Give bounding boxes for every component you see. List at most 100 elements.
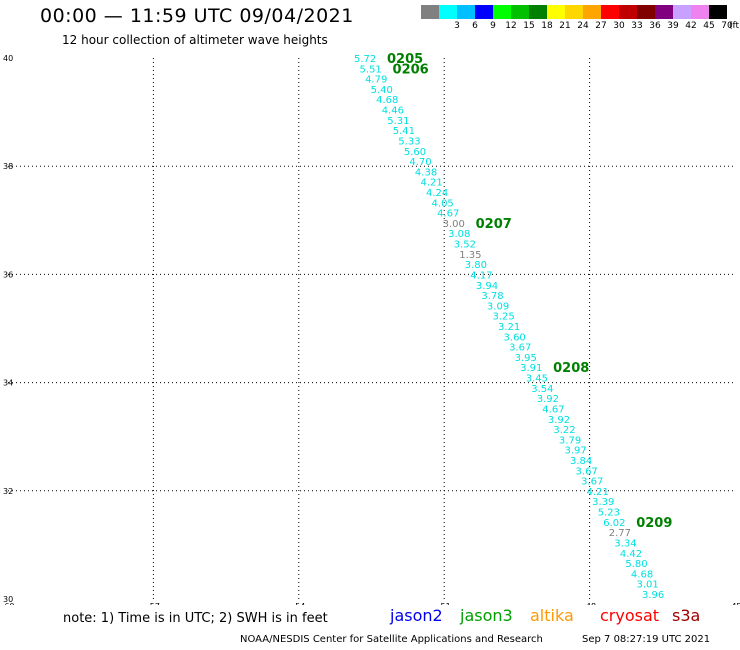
wave-height-value: 4.17 xyxy=(470,270,492,281)
lon-tick-label: -51 xyxy=(438,602,451,605)
page-subtitle: 12 hour collection of altimeter wave hei… xyxy=(62,33,328,47)
wave-height-value: 4.67 xyxy=(437,209,459,220)
wave-height-value: 3.67 xyxy=(576,466,598,477)
legend-swatch xyxy=(565,5,583,19)
wave-height-value: 3.67 xyxy=(509,343,531,354)
legend-label: 15 xyxy=(523,21,535,31)
wave-height-value: 3.00 xyxy=(443,219,465,230)
wave-height-value: 3.67 xyxy=(581,477,603,488)
wave-height-value: 3.22 xyxy=(553,425,575,436)
legend-swatch xyxy=(457,5,475,19)
lon-tick-label: -57 xyxy=(147,602,160,605)
footer-note: note: 1) Time is in UTC; 2) SWH is in fe… xyxy=(63,611,328,626)
wave-height-value: 3.25 xyxy=(492,312,514,323)
legend-swatches xyxy=(421,5,727,19)
lat-tick-label: 30 xyxy=(3,595,13,604)
legend-swatch xyxy=(475,5,493,19)
wave-height-value: 5.60 xyxy=(404,147,426,158)
satellite-name: cryosat xyxy=(600,606,660,625)
legend-swatch xyxy=(547,5,565,19)
legend-label: 6 xyxy=(472,21,478,31)
wave-height-value: 3.54 xyxy=(531,384,553,395)
wave-height-value: 3.80 xyxy=(465,260,487,271)
credit-text: NOAA/NESDIS Center for Satellite Applica… xyxy=(240,634,543,645)
lon-tick-label: -54 xyxy=(292,602,305,605)
wave-height-value: 4.42 xyxy=(620,549,642,560)
lon-tick-label: -48 xyxy=(583,602,596,605)
wave-height-value: 1.35 xyxy=(459,250,481,261)
wave-height-value: 4.38 xyxy=(415,167,437,178)
wave-height-value: 5.41 xyxy=(393,126,415,137)
wave-height-value: 3.95 xyxy=(515,353,537,364)
wave-height-value: 3.45 xyxy=(526,374,548,385)
legend-unit: (ft) xyxy=(729,21,740,31)
legend-label: 18 xyxy=(541,21,553,31)
wave-height-value: 3.60 xyxy=(504,332,526,343)
wave-height-value: 3.92 xyxy=(537,394,559,405)
wave-height-value: 5.72 xyxy=(354,54,376,65)
satellite-name: jason3 xyxy=(460,606,513,625)
wave-height-value: 2.77 xyxy=(609,528,631,539)
legend-label: 12 xyxy=(505,21,517,31)
wave-height-value: 4.79 xyxy=(365,75,387,86)
wave-height-value: 3.97 xyxy=(564,446,586,457)
lat-tick-label: 32 xyxy=(3,487,13,496)
pass-time-label: 0208 xyxy=(553,361,589,376)
wave-height-value: 4.68 xyxy=(631,569,653,580)
legend-swatch xyxy=(709,5,727,19)
wave-height-value: 3.08 xyxy=(448,229,470,240)
wave-height-value: 3.01 xyxy=(636,580,658,591)
wave-height-value: 5.33 xyxy=(398,136,420,147)
wave-height-value: 5.31 xyxy=(387,116,409,127)
axis-ticks: -60 -57 -54 -51 -48 -45 40 38 36 34 32 30 xyxy=(1,54,740,605)
wave-height-value: 3.92 xyxy=(548,415,570,426)
wave-height-value: 3.91 xyxy=(520,363,542,374)
wave-height-value: 5.40 xyxy=(371,85,393,96)
pass-time-label: 0209 xyxy=(636,516,672,531)
altimeter-track: 5.725.514.795.40 4.68 4.465.315.415.335.60… xyxy=(354,54,664,601)
legend-label: 33 xyxy=(631,21,643,31)
lat-tick-label: 36 xyxy=(3,270,13,279)
wave-height-value: 4.70 xyxy=(409,157,431,168)
pass-time-label: 0205 xyxy=(387,52,423,67)
legend-swatch xyxy=(511,5,529,19)
wave-height-value: 4.46 xyxy=(382,106,404,117)
wave-height-value: 3.79 xyxy=(559,435,581,446)
lat-tick-label: 40 xyxy=(3,54,13,63)
legend-swatch xyxy=(691,5,709,19)
satellite-name: jason2 xyxy=(390,606,443,625)
legend-swatch xyxy=(673,5,691,19)
legend-swatch xyxy=(583,5,601,19)
legend-label: 70 xyxy=(721,21,733,31)
legend-swatch xyxy=(439,5,457,19)
lon-tick-label: -45 xyxy=(728,602,740,605)
wave-height-value: 5.23 xyxy=(598,508,620,519)
legend-label: 21 xyxy=(559,21,571,31)
wave-height-value: 3.39 xyxy=(592,497,614,508)
legend-label: 3 xyxy=(454,21,460,31)
wave-height-value: 5.80 xyxy=(625,559,647,570)
wave-height-map: -60-57-54-51-48-45403836343230 5.725.514… xyxy=(1,52,740,605)
wave-height-value: 4.21 xyxy=(420,178,442,189)
legend-swatch xyxy=(493,5,511,19)
legend-label: 42 xyxy=(685,21,697,31)
wave-height-value: 4.05 xyxy=(432,198,454,209)
wave-height-value: 3.96 xyxy=(642,590,664,601)
satellite-name: altika xyxy=(530,606,574,625)
lat-tick-label: 38 xyxy=(3,162,13,171)
wave-height-value: 3.09 xyxy=(487,301,509,312)
pass-time-label: 0207 xyxy=(476,217,512,232)
wave-height-value: 3.78 xyxy=(481,291,503,302)
wave-height-value: 3.52 xyxy=(454,240,476,251)
lat-tick-label: 34 xyxy=(3,379,13,388)
legend-label: 39 xyxy=(667,21,679,31)
wave-height-value: 5.51 xyxy=(360,64,382,75)
wave-height-value: 3.34 xyxy=(614,538,636,549)
legend-swatch xyxy=(601,5,619,19)
map-grid xyxy=(8,58,735,599)
legend-swatch xyxy=(637,5,655,19)
legend-label: 24 xyxy=(577,21,589,31)
